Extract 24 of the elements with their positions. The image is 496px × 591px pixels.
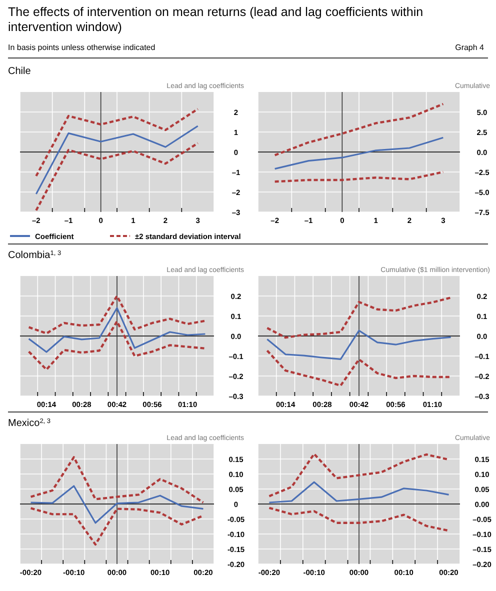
line-series bbox=[268, 506, 450, 532]
line-series bbox=[274, 102, 444, 156]
chart-title: Mexico$^{2, 3}$ bbox=[8, 418, 51, 429]
line-series bbox=[35, 108, 199, 178]
line-series bbox=[266, 350, 452, 387]
caption: Graph 4 bbox=[455, 43, 485, 52]
line-series bbox=[274, 170, 444, 183]
text: In basis points unless otherwise indicated bbox=[8, 43, 156, 52]
line-series bbox=[266, 330, 452, 360]
line-series bbox=[30, 456, 204, 504]
line-series bbox=[28, 320, 206, 371]
line-series bbox=[30, 507, 204, 546]
line-series bbox=[268, 452, 450, 498]
line-series bbox=[35, 142, 199, 212]
text: The effects of intervention on mean returns (lead and lag coefficients within intervention window) bbox=[8, 5, 424, 34]
line-series bbox=[268, 481, 450, 504]
line-series bbox=[30, 485, 204, 524]
line-series bbox=[274, 136, 444, 170]
line-series bbox=[35, 125, 199, 195]
line-series bbox=[266, 296, 452, 339]
chart-title: Colombia$^{1, 3}$ bbox=[8, 250, 62, 261]
chart-title: Chile bbox=[8, 66, 32, 77]
line-series bbox=[28, 307, 206, 353]
line-series bbox=[28, 294, 206, 334]
